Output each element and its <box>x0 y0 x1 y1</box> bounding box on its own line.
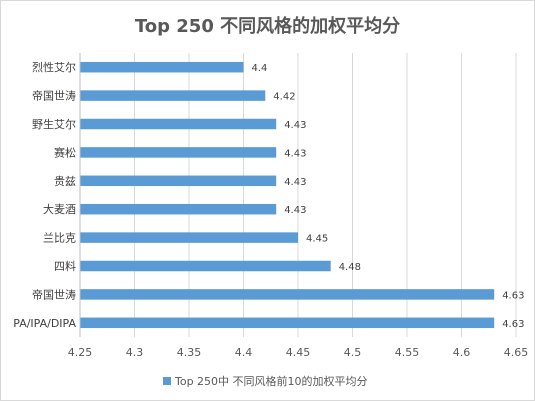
bar <box>80 175 277 187</box>
y-category-label: PA/IPA/DIPA <box>13 317 76 330</box>
y-category-label: 烈性艾尔 <box>32 60 76 74</box>
data-label: 4.42 <box>273 92 295 103</box>
bar <box>80 317 495 329</box>
bar <box>80 61 244 73</box>
data-label: 4.63 <box>502 319 524 330</box>
y-category-label: 赛松 <box>54 145 76 159</box>
y-category-label: 兰比克 <box>43 232 76 245</box>
data-label: 4.48 <box>339 262 361 273</box>
x-tick-label: 4.4 <box>235 346 253 359</box>
data-label: 4.43 <box>284 177 306 188</box>
bar <box>80 260 331 272</box>
y-category-label: 四料 <box>54 259 76 273</box>
data-label: 4.4 <box>252 63 268 74</box>
y-category-label: 大麦酒 <box>43 202 76 216</box>
x-tick-label: 4.45 <box>286 346 311 359</box>
bar <box>80 203 277 215</box>
data-label: 4.43 <box>284 120 306 131</box>
y-category-label: 野生艾尔 <box>32 117 76 131</box>
data-label: 4.63 <box>502 290 524 301</box>
x-tick-label: 4.5 <box>344 346 362 359</box>
x-tick-label: 4.35 <box>177 346 202 359</box>
x-tick-label: 4.3 <box>126 346 144 359</box>
bar <box>80 118 277 130</box>
x-tick-label: 4.55 <box>395 346 420 359</box>
legend-swatch <box>163 377 171 385</box>
bar <box>80 147 277 158</box>
bar <box>80 90 266 101</box>
x-tick-label: 4.6 <box>453 346 471 359</box>
x-tick-label: 4.65 <box>504 346 529 359</box>
y-category-label: 贵兹 <box>54 175 76 188</box>
y-category-label: 帝国世涛 <box>32 89 76 103</box>
chart-title: Top 250 不同风格的加权平均分 <box>134 16 401 37</box>
data-label: 4.45 <box>306 234 328 245</box>
data-label: 4.43 <box>284 148 306 159</box>
data-label: 4.43 <box>284 205 306 216</box>
y-category-label: 帝国世涛 <box>32 287 76 301</box>
bar <box>80 289 495 300</box>
x-tick-label: 4.25 <box>68 346 93 359</box>
legend-label: Top 250中 不同风格前10的加权平均分 <box>174 374 368 388</box>
bar <box>80 232 298 243</box>
